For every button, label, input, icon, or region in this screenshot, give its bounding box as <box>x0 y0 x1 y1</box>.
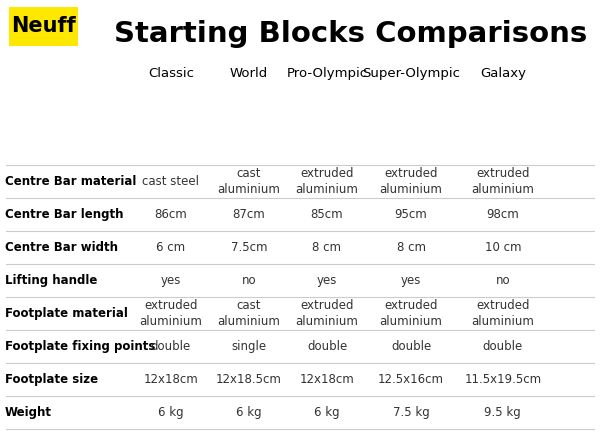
Text: no: no <box>496 274 510 287</box>
Bar <box>9 7 78 46</box>
Text: extruded
aluminium: extruded aluminium <box>472 167 534 196</box>
Text: 12x18.5cm: 12x18.5cm <box>216 373 282 386</box>
Text: 9.5 kg: 9.5 kg <box>484 406 521 419</box>
Text: 87cm: 87cm <box>233 208 265 221</box>
Text: double: double <box>151 340 191 353</box>
Text: 6 kg: 6 kg <box>158 406 184 419</box>
Text: Centre Bar width: Centre Bar width <box>5 241 118 254</box>
Text: 6 kg: 6 kg <box>236 406 262 419</box>
Text: no: no <box>242 274 256 287</box>
Text: 6 kg: 6 kg <box>314 406 340 419</box>
Text: 12.5x16cm: 12.5x16cm <box>378 373 444 386</box>
Text: Footplate size: Footplate size <box>5 373 98 386</box>
Text: 11.5x19.5cm: 11.5x19.5cm <box>464 373 541 386</box>
Text: yes: yes <box>161 274 181 287</box>
Text: 95cm: 95cm <box>395 208 427 221</box>
Text: 10 cm: 10 cm <box>485 241 521 254</box>
Text: 7.5cm: 7.5cm <box>231 241 267 254</box>
Text: Footplate material: Footplate material <box>5 307 128 320</box>
Text: 7.5 kg: 7.5 kg <box>392 406 430 419</box>
Text: cast steel: cast steel <box>142 175 199 188</box>
Text: extruded
aluminium: extruded aluminium <box>472 299 534 328</box>
Text: 8 cm: 8 cm <box>397 241 425 254</box>
Text: yes: yes <box>317 274 337 287</box>
Text: extruded
aluminium: extruded aluminium <box>296 167 358 196</box>
Text: Super-Olympic: Super-Olympic <box>362 67 460 80</box>
Text: Weight: Weight <box>5 406 52 419</box>
Text: cast
aluminium: cast aluminium <box>218 299 280 328</box>
Text: Lifting handle: Lifting handle <box>5 274 97 287</box>
Text: Neuff: Neuff <box>11 16 76 36</box>
Text: extruded
aluminium: extruded aluminium <box>380 299 442 328</box>
Text: Footplate fixing points: Footplate fixing points <box>5 340 155 353</box>
Text: World: World <box>230 67 268 80</box>
Text: Starting Blocks Comparisons: Starting Blocks Comparisons <box>115 20 587 48</box>
Text: 98cm: 98cm <box>487 208 519 221</box>
Text: 8 cm: 8 cm <box>313 241 341 254</box>
Text: 6 cm: 6 cm <box>157 241 185 254</box>
Text: 85cm: 85cm <box>311 208 343 221</box>
Text: extruded
aluminium: extruded aluminium <box>296 299 358 328</box>
Text: Classic: Classic <box>148 67 194 80</box>
Text: double: double <box>482 340 523 353</box>
Text: extruded
aluminium: extruded aluminium <box>140 299 202 328</box>
Text: single: single <box>232 340 266 353</box>
Text: Centre Bar material: Centre Bar material <box>5 175 136 188</box>
Text: 12x18cm: 12x18cm <box>143 373 199 386</box>
Text: double: double <box>391 340 431 353</box>
Text: Pro-Olympic: Pro-Olympic <box>286 67 368 80</box>
Text: 12x18cm: 12x18cm <box>299 373 355 386</box>
Text: extruded
aluminium: extruded aluminium <box>380 167 442 196</box>
Text: double: double <box>307 340 347 353</box>
Text: yes: yes <box>401 274 421 287</box>
Text: Galaxy: Galaxy <box>480 67 526 80</box>
Text: cast
aluminium: cast aluminium <box>218 167 280 196</box>
Text: Centre Bar length: Centre Bar length <box>5 208 124 221</box>
Text: 86cm: 86cm <box>155 208 187 221</box>
